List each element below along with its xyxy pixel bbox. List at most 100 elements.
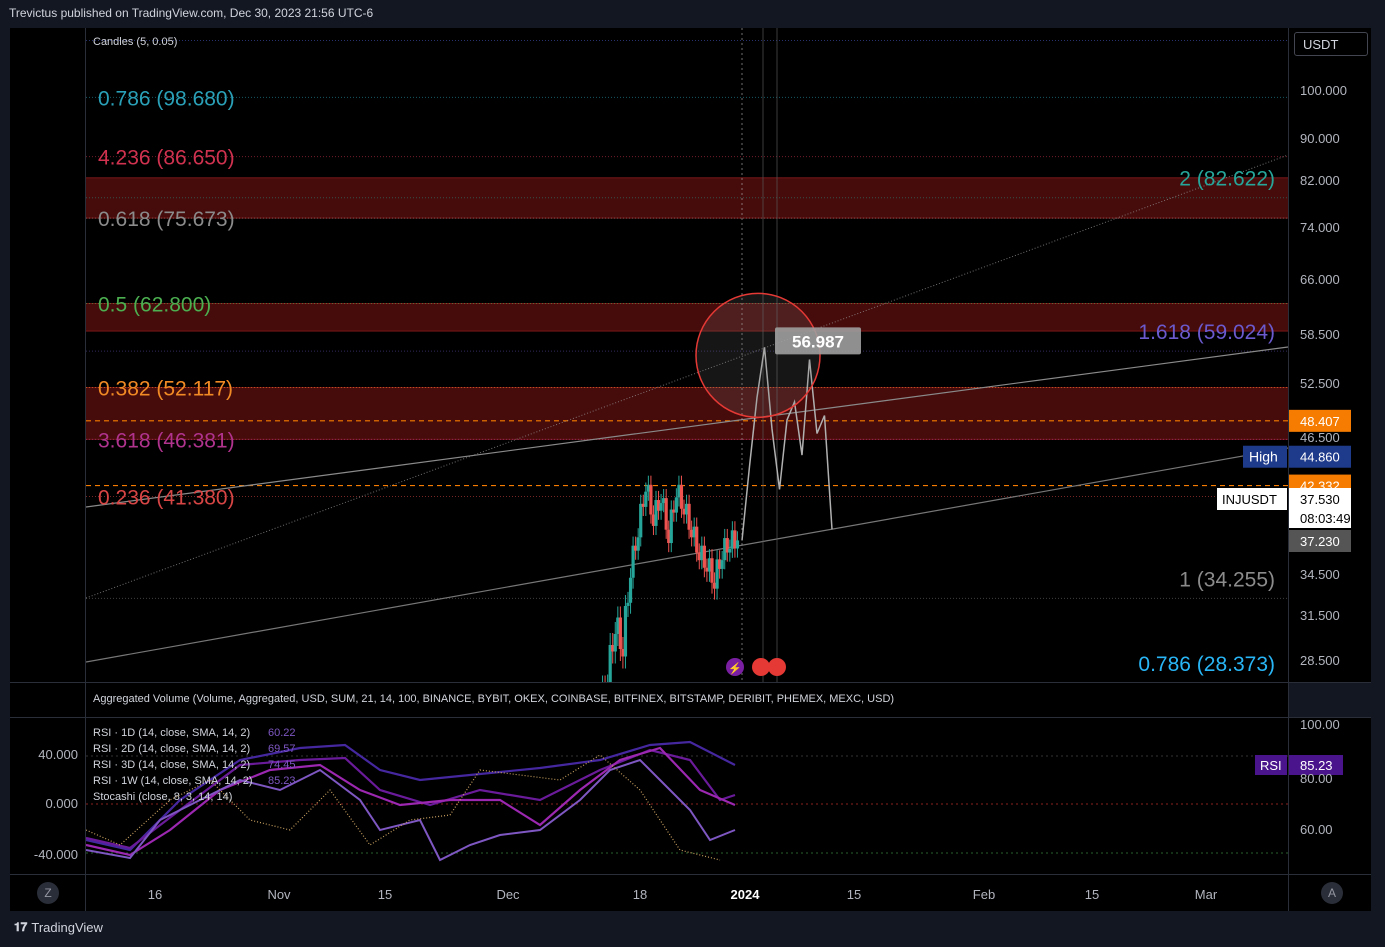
candle-body [682, 508, 686, 515]
candle-body [705, 567, 709, 572]
high-value-bg [1289, 445, 1351, 468]
price-tick-label: 34.500 [1300, 567, 1340, 582]
badge-price-a: 48.407 [1289, 409, 1351, 432]
fib-level-label: 1 (34.255) [1179, 568, 1275, 591]
candle-body [735, 540, 740, 549]
auto-scale-label: A [1327, 886, 1336, 900]
fib-zone [86, 177, 1288, 219]
rsi-axis[interactable] [1289, 718, 1371, 874]
candle-body [649, 484, 653, 515]
time-axis-label: 15 [1085, 887, 1099, 902]
time-axis-label: 16 [148, 887, 162, 902]
currency-button[interactable]: USDT [1294, 32, 1368, 56]
candle-body [623, 605, 628, 657]
high-value-text: 44.860 [1300, 450, 1340, 465]
candle-body [723, 538, 727, 561]
rsi-legend-name: RSI · 3D (14, close, SMA, 14, 2) [93, 759, 250, 771]
candle-body [662, 498, 666, 504]
price-tick-label: 52.500 [1300, 376, 1340, 391]
candle-body [644, 491, 648, 507]
rsi-pane[interactable] [10, 718, 1288, 874]
price-tick-label: 66.000 [1300, 272, 1340, 287]
candle-body [664, 498, 668, 530]
lightning-icon[interactable] [726, 658, 744, 676]
candle-body [692, 526, 696, 538]
candle-body [700, 545, 704, 561]
rsi-badge-value-bg [1289, 755, 1343, 775]
candle-body [725, 538, 729, 553]
price-callout-box [775, 327, 861, 355]
rsi-legend-value: 85.23 [268, 775, 296, 787]
candle-body [639, 503, 643, 538]
rsi-line [86, 746, 736, 857]
candle-body [677, 484, 681, 498]
highlight-circle [695, 292, 821, 419]
candle-body [710, 558, 714, 583]
candle-body [611, 645, 615, 652]
candle-body [669, 509, 673, 544]
symbol-badge-text: INJUSDT [1222, 492, 1277, 507]
timezone-label: Z [44, 886, 52, 900]
candle-body [634, 545, 638, 551]
prev-price-text: 37.230 [1300, 534, 1340, 549]
rsi-line [86, 748, 736, 850]
candle-body [690, 529, 694, 538]
fib-level-label: 2 (82.622) [1179, 168, 1275, 191]
candle-body [621, 649, 625, 657]
fib-level-label: 4.236 (86.650) [98, 147, 235, 170]
candle-body [712, 582, 717, 589]
candle-body [656, 500, 661, 511]
rsi-badge-label: RSI [1260, 758, 1282, 773]
time-axis-label: 15 [847, 887, 861, 902]
candle-body [646, 484, 650, 492]
time-axis-label: Feb [973, 887, 995, 902]
price-tick-label: 31.500 [1300, 608, 1340, 623]
price-tick-label: 58.500 [1300, 327, 1340, 342]
footer-brand-text: TradingView [31, 920, 103, 935]
candle-body [654, 500, 658, 526]
candles-indicator-label: Candles (5, 0.05) [93, 36, 177, 48]
time-axis-label: 18 [633, 887, 647, 902]
timezone-button[interactable]: Z [37, 882, 59, 904]
price-tick-label: 74.000 [1300, 220, 1340, 235]
rsi-line [86, 758, 736, 862]
candle-body [628, 577, 633, 603]
candle-body [641, 503, 645, 507]
fib-zone [86, 387, 1288, 440]
rsi-legend-value: 69.57 [268, 743, 296, 755]
candle-body [730, 530, 734, 549]
candle-body [674, 497, 678, 513]
time-axis-label: Nov [267, 887, 291, 902]
us-flag-icon[interactable] [768, 658, 786, 676]
volume-indicator-label: Aggregated Volume (Volume, Aggregated, U… [93, 693, 894, 705]
fib-level-label: 0.618 (75.673) [98, 208, 235, 231]
time-axis-label: Mar [1195, 887, 1218, 902]
candle-body [733, 530, 737, 549]
auto-scale-button[interactable]: A [1321, 882, 1343, 904]
rsi-badge-value: 85.23 [1300, 758, 1333, 773]
prev-price-bg [1289, 530, 1351, 552]
fib-level-label: 0.5 (62.800) [98, 293, 211, 316]
rsi-legend-value: 74.45 [268, 759, 296, 771]
price-tick-label: 28.500 [1300, 653, 1340, 668]
candle-body [631, 545, 635, 578]
fib-level-label: 3.618 (46.381) [98, 429, 235, 452]
candle-body [718, 559, 722, 569]
rsi-legend-name: RSI · 1D (14, close, SMA, 14, 2) [93, 727, 250, 739]
candle-body [626, 602, 630, 606]
time-axis[interactable] [10, 875, 1371, 911]
price-callout-text: 56.987 [792, 332, 844, 351]
footer-brand[interactable]: 𝟏𝟕 TradingView [14, 920, 103, 935]
us-flag-icon[interactable] [752, 658, 770, 676]
candle-body [608, 645, 612, 682]
price-axis[interactable] [1289, 28, 1371, 682]
rsi-legend-name: RSI · 1W (14, close, SMA, 14, 2) [93, 775, 253, 787]
lightning-icon-glyph: ⚡ [728, 662, 742, 675]
fib-level-label: 0.786 (28.373) [1138, 653, 1275, 676]
candle-body [667, 529, 671, 544]
price-pane[interactable] [10, 28, 1288, 682]
trend-line [86, 346, 1288, 508]
price-callout: 56.987 [775, 327, 861, 355]
